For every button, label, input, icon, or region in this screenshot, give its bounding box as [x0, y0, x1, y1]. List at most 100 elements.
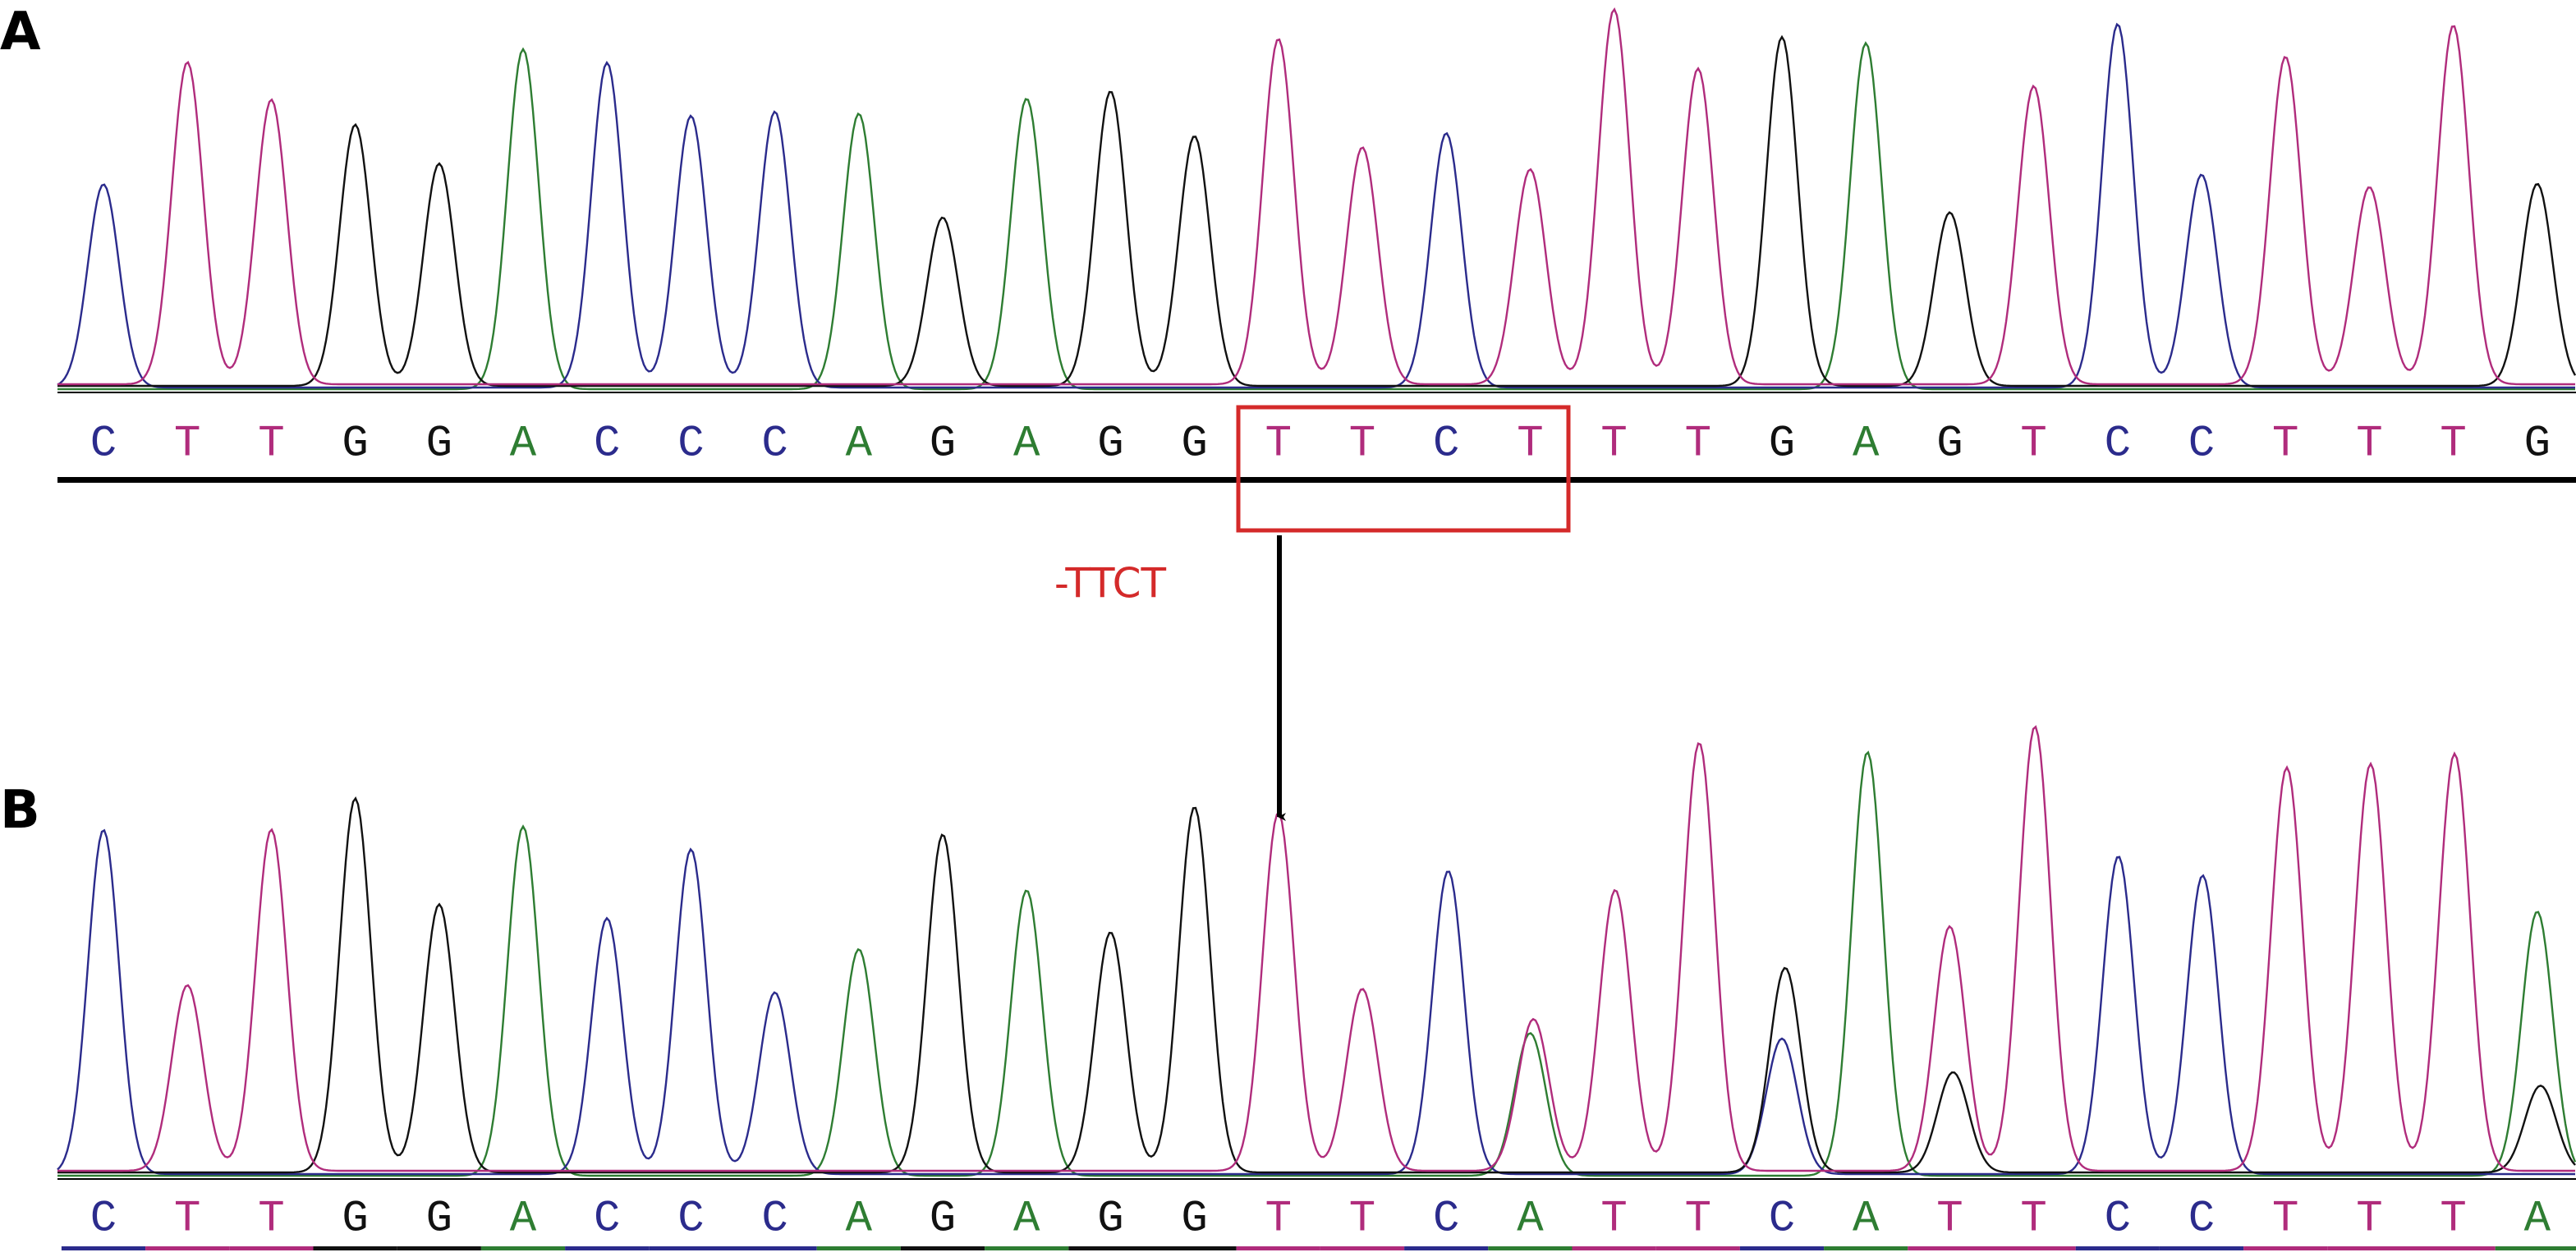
quality-bar: [1908, 1246, 1992, 1250]
base-call: G: [1936, 419, 1963, 469]
quality-bar: [1488, 1246, 1573, 1250]
base-call: T: [2020, 419, 2046, 469]
quality-bar: [2327, 1246, 2412, 1250]
trace: [57, 750, 2576, 1177]
quality-bar: [1572, 1246, 1656, 1250]
base-call: T: [174, 419, 200, 469]
base-call: G: [426, 419, 452, 469]
base-call: T: [258, 1194, 284, 1244]
base-call: C: [2105, 419, 2131, 469]
base-call: C: [594, 1194, 620, 1244]
quality-bar: [397, 1246, 481, 1250]
base-call: C: [1433, 419, 1459, 469]
base-call: T: [2356, 419, 2382, 469]
base-call: C: [594, 419, 620, 469]
quality-bar: [2495, 1246, 2576, 1250]
base-call: T: [2440, 419, 2466, 469]
base-call: C: [1769, 1194, 1795, 1244]
base-call: T: [1517, 419, 1543, 469]
base-call: T: [1600, 1194, 1627, 1244]
base-call: A: [846, 1194, 873, 1244]
base-call: C: [677, 419, 704, 469]
base-call: A: [1013, 1194, 1040, 1244]
quality-bar: [1236, 1246, 1320, 1250]
annotation: -TTCT: [1054, 560, 1167, 608]
base-call: C: [2188, 1194, 2215, 1244]
base-call: T: [1349, 419, 1375, 469]
base-call: T: [2272, 1194, 2298, 1244]
base-call: T: [2356, 1194, 2382, 1244]
trace: [57, 796, 2576, 1174]
quality-bar: [732, 1246, 817, 1250]
quality-bar: [1320, 1246, 1405, 1250]
base-call: C: [677, 1194, 704, 1244]
base-call: C: [90, 419, 117, 469]
base-call: A: [1853, 419, 1880, 469]
base-call: G: [1097, 419, 1123, 469]
quality-bar: [985, 1246, 1069, 1250]
base-call: G: [342, 1194, 368, 1244]
quality-bar: [1824, 1246, 1908, 1250]
trace: [57, 828, 2575, 1176]
base-call: G: [1097, 1194, 1123, 1244]
quality-bar: [2243, 1246, 2328, 1250]
base-call: A: [2524, 1194, 2551, 1244]
base-call: T: [258, 419, 284, 469]
trace: [57, 34, 2576, 388]
quality-bar: [61, 1246, 146, 1250]
base-call: T: [1685, 1194, 1711, 1244]
panel-label: A: [0, 2, 41, 62]
base-call: G: [426, 1194, 452, 1244]
base-call: G: [1769, 419, 1795, 469]
quality-bar: [145, 1246, 230, 1250]
base-call: T: [1685, 419, 1711, 469]
base-call: G: [930, 1194, 956, 1244]
quality-bar: [1152, 1246, 1237, 1250]
base-call: A: [846, 419, 873, 469]
quality-bar: [1404, 1246, 1489, 1250]
quality-bar: [229, 1246, 314, 1250]
base-call: C: [90, 1194, 117, 1244]
base-call: C: [2188, 419, 2215, 469]
base-call: T: [1936, 1194, 1963, 1244]
base-call: T: [1265, 419, 1292, 469]
quality-bar: [1739, 1246, 1825, 1250]
base-call: C: [2105, 1194, 2131, 1244]
base-call: T: [2272, 419, 2298, 469]
baseline: [57, 477, 2576, 483]
deletion-box: [1236, 405, 1571, 533]
base-call: T: [1600, 419, 1627, 469]
base-call: G: [2524, 419, 2551, 469]
base-call: C: [1433, 1194, 1459, 1244]
base-call: T: [2020, 1194, 2046, 1244]
quality-bar: [816, 1246, 901, 1250]
quality-bar: [2411, 1246, 2496, 1250]
quality-bar: [649, 1246, 733, 1250]
base-call: G: [1181, 1194, 1207, 1244]
base-call: T: [1349, 1194, 1375, 1244]
base-call: A: [1517, 1194, 1544, 1244]
trace: [57, 41, 2575, 391]
panel-label: B: [0, 780, 40, 841]
quality-bar: [900, 1246, 985, 1250]
quality-bar: [1068, 1246, 1153, 1250]
base-call: T: [174, 1194, 200, 1244]
base-call: T: [1265, 1194, 1292, 1244]
trace: [57, 22, 2575, 389]
trace: [57, 725, 2575, 1172]
quality-bar: [1991, 1246, 2076, 1250]
quality-bar: [2075, 1246, 2160, 1250]
base-call: A: [510, 1194, 537, 1244]
base-call: A: [1013, 419, 1040, 469]
base-call: G: [342, 419, 368, 469]
quality-bar: [313, 1246, 397, 1250]
base-call: G: [1181, 419, 1207, 469]
base-call: G: [930, 419, 956, 469]
quality-bar: [480, 1246, 566, 1250]
quality-bar: [1655, 1246, 1740, 1250]
base-call: T: [2440, 1194, 2466, 1244]
quality-bar: [565, 1246, 650, 1250]
base-call: C: [761, 419, 787, 469]
